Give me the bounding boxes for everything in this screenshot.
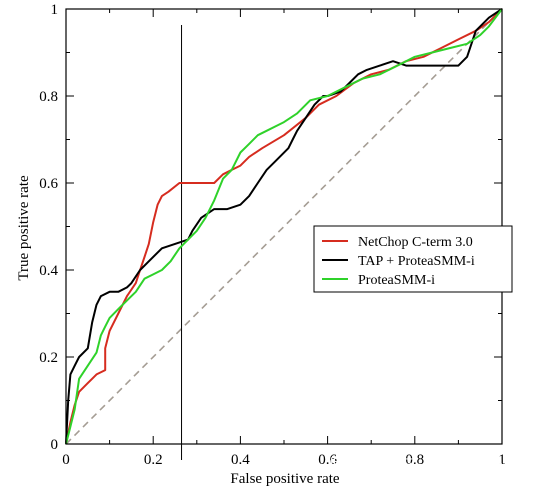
y-axis-label: True positive rate: [16, 175, 32, 281]
y-tick-label: 0.2: [39, 350, 58, 366]
watermark: 掘金技术社区 @ 阿里云天池: [328, 456, 518, 474]
plot-layer: [65, 8, 503, 460]
legend-label-2: TAP + ProteaSMM-i: [358, 254, 475, 269]
x-tick-label: 1: [498, 452, 506, 468]
y-tick-label: 0: [51, 437, 59, 453]
legend-label-3: ProteaSMM-i: [358, 273, 435, 288]
x-axis-label: False positive rate: [230, 471, 339, 487]
legend-label-1: NetChop C-term 3.0: [358, 235, 473, 250]
x-tick-label: 0.6: [318, 452, 337, 468]
series-line-3: [65, 8, 503, 445]
x-tick-label: 0.2: [144, 452, 163, 468]
y-tick-label: 0.6: [39, 176, 58, 192]
y-tick-label: 0.8: [39, 89, 58, 105]
y-tick-label: 1: [51, 2, 59, 18]
axis-layer: 00 0.2 0.2 0.4 0.4 0.6 0.6 0.8 0.8 1 1: [39, 2, 506, 468]
y-tick-label: 0.4: [39, 263, 58, 279]
x-tick-label: 0.8: [405, 452, 424, 468]
series-line-2: [65, 8, 503, 445]
x-tick-label: 0.4: [231, 452, 250, 468]
x-tick-label: 0: [62, 452, 70, 468]
legend: NetChop C-term 3.0 TAP + ProteaSMM-i Prote…: [313, 225, 513, 293]
diagonal-reference-line: [65, 8, 503, 445]
